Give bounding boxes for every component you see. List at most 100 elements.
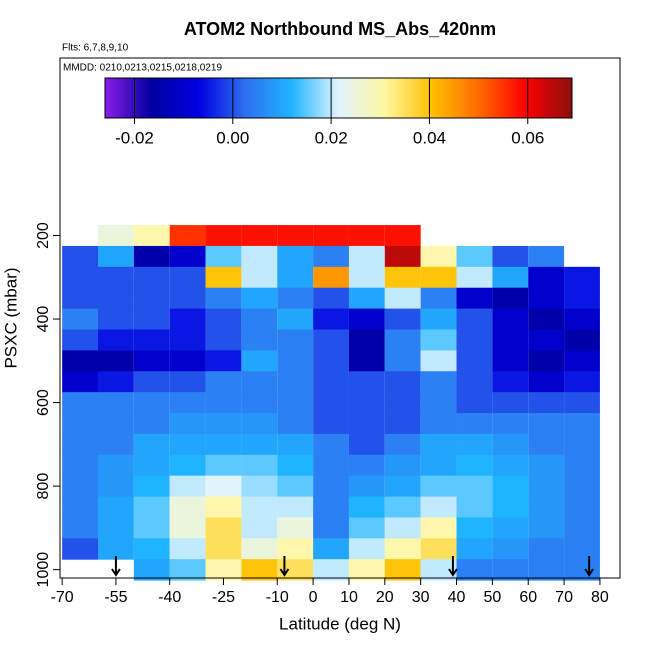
heat-cell — [348, 413, 385, 435]
heat-cell — [62, 496, 99, 518]
x-tick-label: 30 — [412, 589, 430, 606]
x-tick-label: -10 — [266, 589, 289, 606]
heat-cell — [313, 517, 349, 539]
heat-cell — [98, 496, 134, 518]
heat-cell — [528, 538, 565, 560]
heat-cell — [169, 559, 206, 581]
heat-cell — [241, 245, 278, 268]
heat-cell — [241, 225, 278, 247]
heat-cell — [62, 413, 99, 435]
heat-cell — [456, 496, 493, 518]
heat-cell — [241, 350, 278, 372]
heat-cell — [348, 329, 385, 351]
heat-cell — [277, 559, 314, 581]
heat-cell — [528, 245, 565, 268]
heat-cell — [313, 454, 349, 477]
heat-cell — [528, 329, 565, 351]
heat-cell — [528, 413, 565, 435]
heat-cell — [492, 454, 529, 477]
heat-cell — [564, 308, 600, 330]
heat-cell — [205, 538, 242, 560]
heat-cell — [348, 496, 385, 518]
heat-cell — [169, 371, 206, 393]
heat-cell — [420, 329, 457, 351]
heat-cell — [564, 517, 600, 539]
heat-cell — [133, 454, 170, 477]
heat-cell — [98, 413, 134, 435]
heat-cell — [62, 329, 99, 351]
heat-cell — [169, 350, 206, 372]
x-tick-label: 80 — [591, 589, 609, 606]
heat-cell — [98, 538, 134, 560]
heat-cell — [277, 350, 314, 372]
x-tick-label: 50 — [483, 589, 501, 606]
heat-cell — [492, 413, 529, 435]
heat-cell — [420, 559, 457, 581]
heat-cell — [169, 287, 206, 310]
heat-cell — [564, 454, 600, 477]
location-arrow — [111, 556, 121, 577]
heat-cell — [205, 287, 242, 310]
heat-cell — [241, 559, 278, 581]
heat-cell — [62, 392, 99, 414]
heat-cell — [456, 538, 493, 560]
x-tick-label: -25 — [212, 589, 235, 606]
heat-cell — [313, 225, 349, 247]
heat-cell — [205, 559, 242, 581]
heat-cell — [492, 392, 529, 414]
heat-cell — [241, 371, 278, 393]
heat-cell — [456, 475, 493, 498]
heat-cell — [420, 245, 457, 268]
heat-cell — [420, 475, 457, 498]
heat-cell — [313, 287, 349, 310]
colorbar — [104, 77, 573, 119]
y-tick-label: 200 — [35, 222, 52, 249]
heat-cell — [492, 475, 529, 498]
heat-cell — [277, 433, 314, 456]
heat-cell — [384, 266, 421, 289]
heat-cell — [313, 329, 349, 351]
heat-cell — [205, 371, 242, 393]
heat-cell — [241, 329, 278, 351]
colorbar-tick-label: -0.02 — [115, 128, 154, 147]
heat-cell — [492, 266, 529, 289]
colorbar-tick-label: 0.04 — [413, 128, 446, 147]
heat-cell — [528, 517, 565, 539]
heat-cell — [456, 245, 493, 268]
heat-cell — [62, 308, 99, 330]
heat-cell — [528, 266, 565, 289]
chart-title: ATOM2 Northbound MS_Abs_420nm — [184, 19, 496, 39]
heat-cell — [205, 475, 242, 498]
heat-cell — [420, 350, 457, 372]
heat-cell — [492, 559, 529, 581]
x-tick-label: 70 — [555, 589, 573, 606]
heat-cell — [98, 433, 134, 456]
heat-cell — [492, 329, 529, 351]
heat-cell — [205, 392, 242, 414]
heat-cell — [62, 475, 99, 498]
heat-cell — [456, 329, 493, 351]
heatmap — [62, 225, 600, 581]
heat-cell — [528, 350, 565, 372]
heat-cell — [205, 225, 242, 247]
heat-cell — [241, 454, 278, 477]
heat-cell — [528, 392, 565, 414]
colorbar-tick-label: 0.00 — [216, 128, 249, 147]
y-axis-label: PSXC (mbar) — [1, 267, 20, 368]
heat-cell — [313, 371, 349, 393]
heat-cell — [313, 392, 349, 414]
heat-cell — [133, 329, 170, 351]
heat-cell — [169, 392, 206, 414]
heat-cell — [169, 475, 206, 498]
heat-cell — [169, 225, 206, 247]
heat-cell — [62, 350, 99, 372]
heat-cell — [133, 392, 170, 414]
heat-cell — [528, 308, 565, 330]
heat-cell — [456, 266, 493, 289]
heat-cell — [564, 371, 600, 393]
heat-cell — [384, 329, 421, 351]
heat-cell — [62, 433, 99, 456]
heat-cell — [313, 475, 349, 498]
y-tick-label: 400 — [35, 306, 52, 333]
